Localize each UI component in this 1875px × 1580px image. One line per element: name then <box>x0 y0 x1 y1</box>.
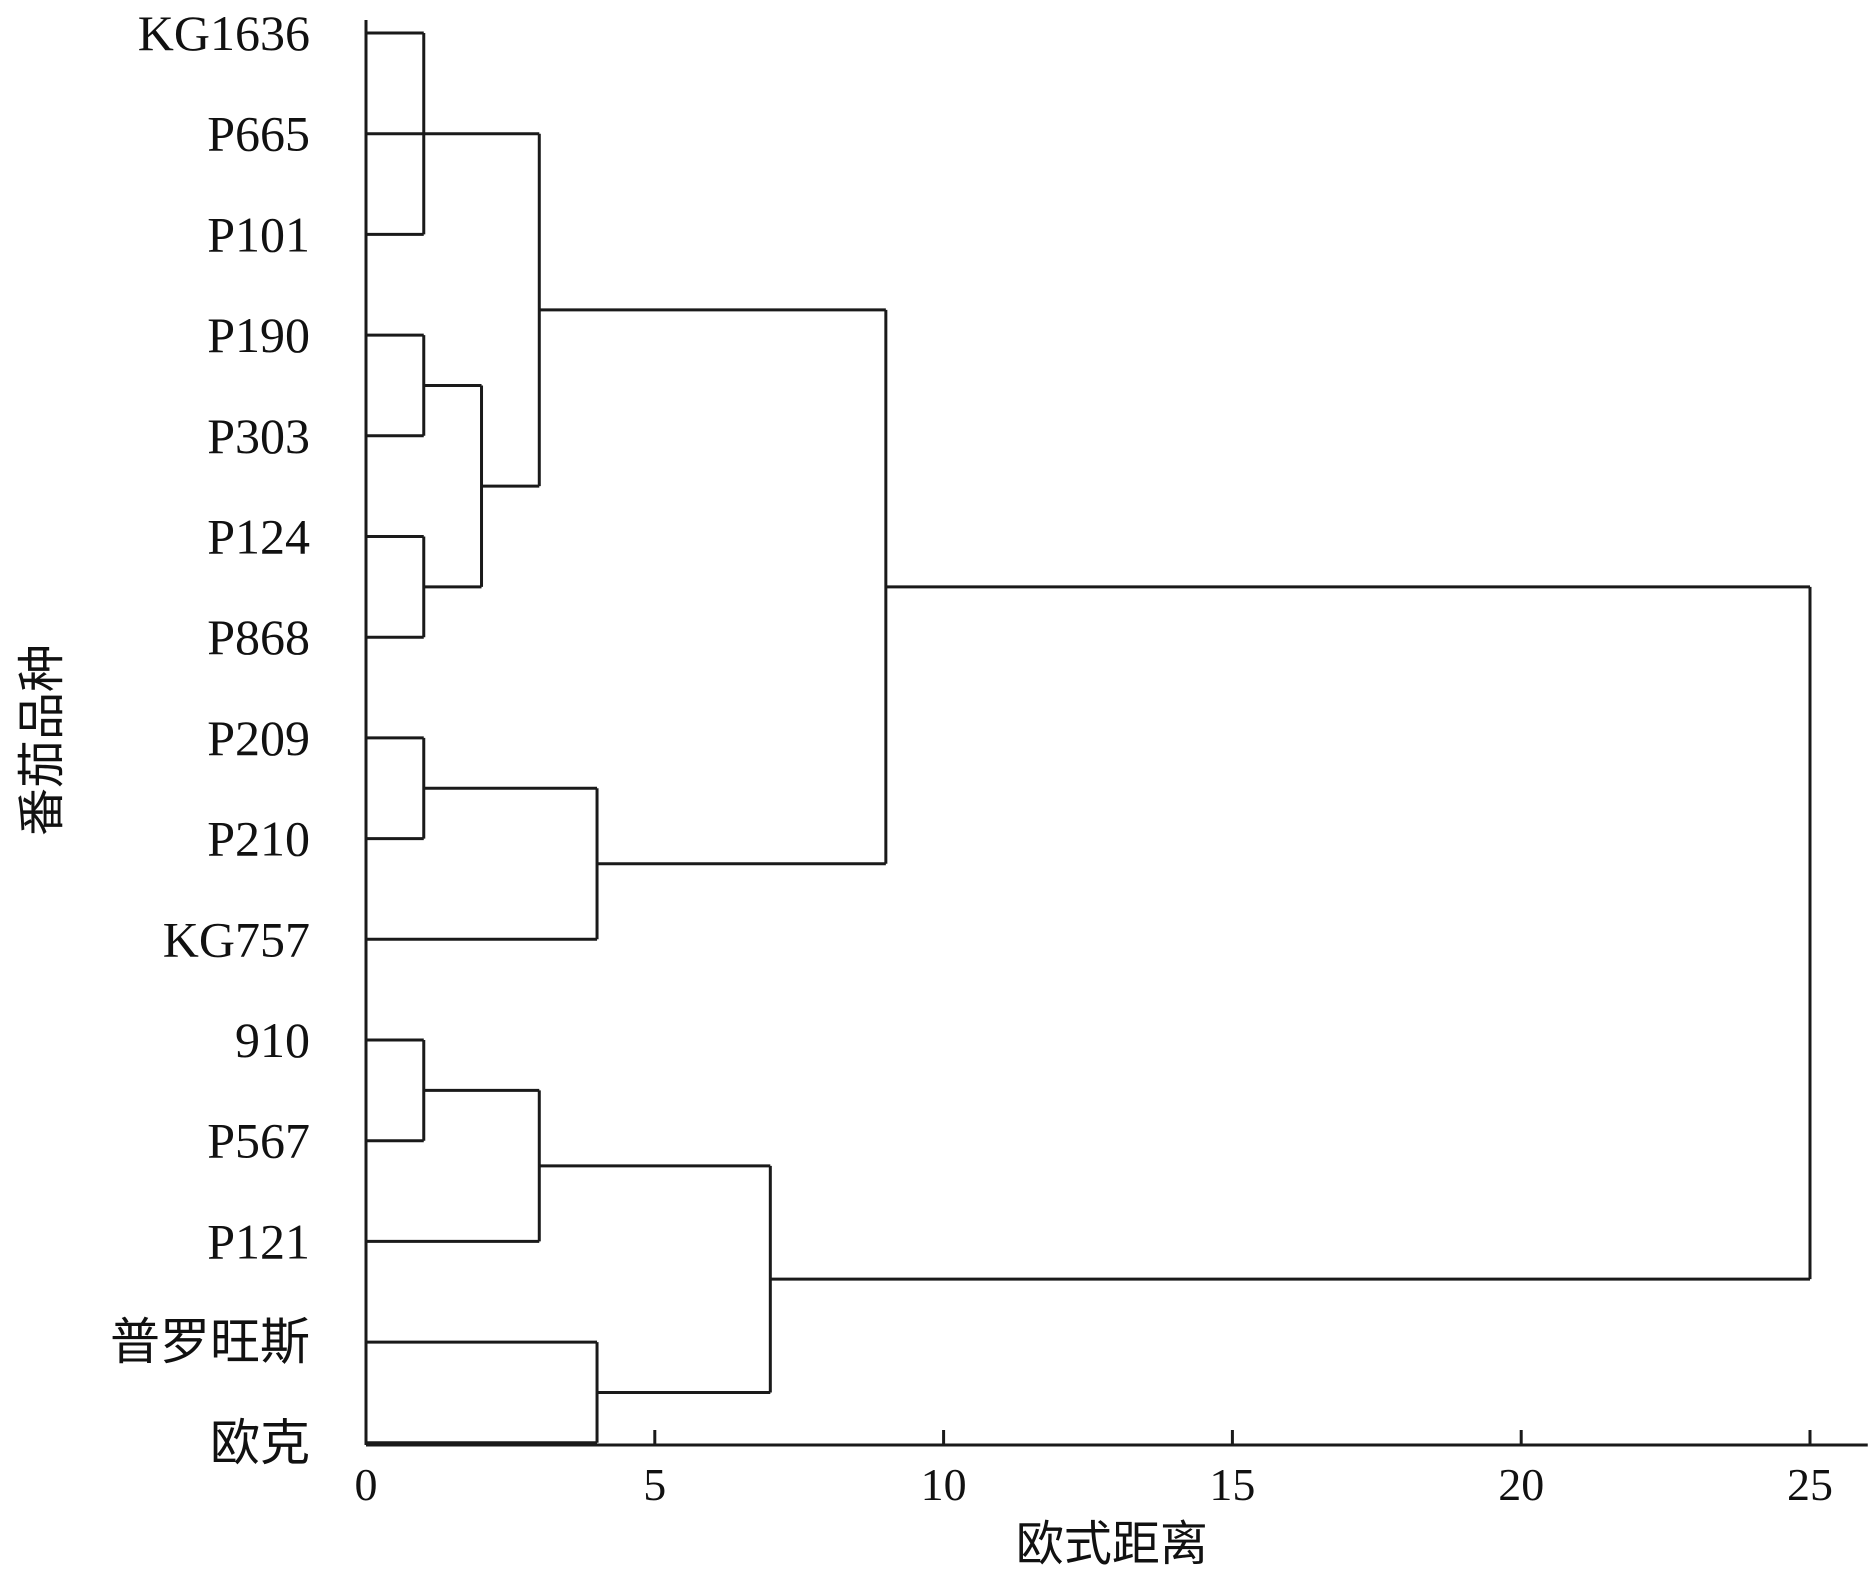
leaf-label: 普罗旺斯 <box>110 1314 310 1370</box>
dendrogram-link-m6 <box>366 736 426 841</box>
dendrogram-link-m13 <box>770 585 1812 1281</box>
dendrogram-link-m10 <box>366 1088 541 1243</box>
x-tick-label: 10 <box>921 1459 967 1510</box>
dendrogram-link-m8 <box>539 308 888 866</box>
leaf-label: P665 <box>207 106 310 162</box>
x-tick-label: 5 <box>643 1459 666 1510</box>
y-axis-title: 番茄品种 <box>14 644 70 836</box>
dendrogram-links <box>366 31 1812 1445</box>
x-axis: 0 5 10 15 20 25 <box>355 20 1868 1510</box>
leaf-label: KG757 <box>163 911 310 967</box>
leaf-label: P101 <box>207 206 310 262</box>
x-axis-title: 欧式距离 <box>1016 1516 1208 1572</box>
leaf-label: P124 <box>207 509 310 565</box>
leaf-labels: KG1636 P665 P101 P190 P303 P124 P868 P209 P210 KG… <box>110 5 310 1471</box>
leaf-label: P209 <box>207 710 310 766</box>
dendrogram-link-m9 <box>366 1038 426 1143</box>
leaf-label: 欧克 <box>210 1415 310 1471</box>
x-tick-label: 20 <box>1498 1459 1544 1510</box>
leaf-label: P210 <box>207 811 310 867</box>
x-tick-label: 0 <box>355 1459 378 1510</box>
x-tick-label: 25 <box>1787 1459 1833 1510</box>
dendrogram-link-m11 <box>366 1340 599 1445</box>
dendrogram-link-m7 <box>366 786 599 941</box>
leaf-label: P868 <box>207 609 310 665</box>
dendrogram-link-m2 <box>366 333 426 438</box>
leaf-label: P190 <box>207 307 310 363</box>
leaf-label: 910 <box>235 1012 310 1068</box>
leaf-label: P121 <box>207 1213 310 1269</box>
dendrogram-link-m3 <box>366 535 426 639</box>
leaf-label: KG1636 <box>138 5 310 61</box>
x-tick-label: 15 <box>1209 1459 1255 1510</box>
leaf-label: P303 <box>207 408 310 464</box>
leaf-label: P567 <box>207 1113 310 1169</box>
dendrogram-link-m5 <box>366 132 541 488</box>
dendrogram-link-m12 <box>539 1164 772 1394</box>
dendrogram-link-m4 <box>423 383 484 589</box>
